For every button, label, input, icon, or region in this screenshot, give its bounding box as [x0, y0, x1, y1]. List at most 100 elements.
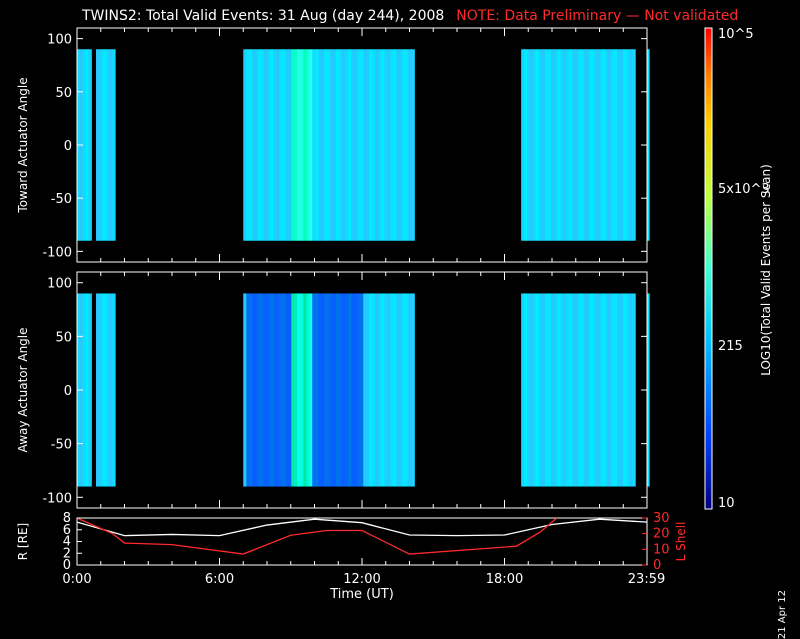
- heatmap-cell: [96, 293, 100, 487]
- heatmap-cell: [288, 293, 292, 487]
- heatmap-cell: [303, 293, 307, 487]
- heatmap-cell: [399, 293, 403, 487]
- heatmap-cell: [539, 49, 543, 241]
- heatmap-cell: [264, 49, 268, 241]
- y-tick-label: 8: [63, 511, 71, 526]
- heatmap-cell: [357, 49, 361, 241]
- heatmap-cell: [351, 49, 355, 241]
- heatmap-cell: [578, 293, 582, 487]
- heatmap-cell: [339, 49, 343, 241]
- y-tick-label: 4: [63, 535, 71, 550]
- heatmap-cell: [524, 49, 528, 241]
- heatmap-cell: [108, 49, 113, 241]
- heatmap-cell: [354, 293, 358, 487]
- colorbar-label: LOG10(Total Valid Events per Scan): [759, 164, 773, 376]
- heatmap-cell: [381, 49, 385, 241]
- toward-panel: -100 -50 0 50 100 Toward Actuator Angle: [16, 27, 650, 263]
- heatmap-cell: [581, 49, 585, 241]
- heatmap-cell: [297, 293, 301, 487]
- heatmap-cell: [602, 293, 606, 487]
- y-tick-label: 100: [47, 33, 72, 48]
- heatmap-cell: [333, 49, 337, 241]
- heatmap-cell: [632, 49, 636, 241]
- heatmap-cell: [291, 49, 295, 241]
- heatmap-cell: [255, 49, 259, 241]
- heatmap-cell: [348, 49, 352, 241]
- heatmap-cell: [521, 49, 525, 241]
- heatmap-cell: [372, 49, 376, 241]
- heatmap-cell: [572, 49, 576, 241]
- heatmap-cell: [108, 293, 113, 487]
- heatmap-cell: [342, 293, 346, 487]
- heatmap-cell: [578, 49, 582, 241]
- heatmap-cell: [575, 293, 579, 487]
- heatmap-cell: [85, 293, 89, 487]
- heatmap-cell: [629, 293, 633, 487]
- y-tick-label: 2: [63, 546, 71, 561]
- heatmap-cell: [345, 293, 349, 487]
- heatmap-cell: [539, 293, 543, 487]
- heatmap-cell: [548, 49, 552, 241]
- heatmap-cell: [566, 293, 570, 487]
- heatmap-cell: [102, 49, 107, 241]
- heatmap-cell: [560, 293, 564, 487]
- heatmap-cell: [351, 293, 355, 487]
- heatmap-cell: [318, 293, 322, 487]
- heatmap-cell: [333, 293, 337, 487]
- heatmap-cell: [345, 49, 349, 241]
- heatmap-cell: [309, 49, 313, 241]
- heatmap-cell: [279, 293, 283, 487]
- y-tick-label: 0: [64, 139, 72, 154]
- heatmap-cell: [276, 49, 280, 241]
- heatmap-cell: [261, 49, 265, 241]
- y-tick-label: 50: [55, 86, 72, 101]
- heatmap-cell: [258, 293, 262, 487]
- heatmap-cell: [261, 293, 265, 487]
- heatmap-cell: [396, 293, 400, 487]
- heatmap-cell: [620, 49, 624, 241]
- x-tick-label: 23:59: [628, 572, 665, 587]
- y-tick-label: 0: [64, 384, 72, 399]
- heatmap-cell: [105, 49, 110, 241]
- heatmap-cell: [318, 49, 322, 241]
- heatmap-cell: [569, 49, 573, 241]
- heatmap-cell: [273, 49, 277, 241]
- heatmap-cell: [647, 49, 649, 241]
- heatmap-cell: [96, 49, 100, 241]
- heatmap-cell: [596, 293, 600, 487]
- heatmap-cell: [572, 293, 576, 487]
- y2-tick-label: 20: [653, 527, 670, 542]
- heatmap-cell: [82, 49, 87, 241]
- heatmap-cell: [360, 49, 364, 241]
- heatmap-cell: [336, 49, 340, 241]
- heatmap-cell: [279, 49, 283, 241]
- heatmap-cell: [255, 293, 259, 487]
- heatmap-cell: [596, 49, 600, 241]
- heatmap-cell: [288, 49, 292, 241]
- heatmap-cell: [527, 49, 531, 241]
- heatmap-cell: [587, 49, 591, 241]
- heatmap-cell: [282, 49, 286, 241]
- heatmap-cell: [584, 293, 588, 487]
- heatmap-cell: [312, 293, 316, 487]
- heatmap-cell: [270, 49, 274, 241]
- heatmap-cell: [297, 49, 301, 241]
- y-tick-label: -100: [42, 491, 72, 506]
- heatmap-cell: [411, 293, 415, 487]
- heatmap-cell: [348, 293, 352, 487]
- heatmap-cell: [554, 293, 558, 487]
- chart-title: TWINS2: Total Valid Events: 31 Aug (day …: [82, 8, 738, 24]
- heatmap-cell: [590, 49, 594, 241]
- heatmap-cell: [563, 293, 567, 487]
- heatmap-cell: [243, 293, 247, 487]
- y2-tick-label: 0: [653, 558, 661, 573]
- heatmap-cell: [411, 49, 415, 241]
- heatmap-cell: [252, 293, 256, 487]
- heatmap-cell: [393, 293, 397, 487]
- lshell-axis-label: L Shell: [674, 522, 688, 562]
- heatmap-cell: [584, 49, 588, 241]
- heatmap-cell: [285, 49, 289, 241]
- heatmap-cell: [545, 293, 549, 487]
- heatmap-cell: [360, 293, 364, 487]
- heatmap-cell: [557, 49, 561, 241]
